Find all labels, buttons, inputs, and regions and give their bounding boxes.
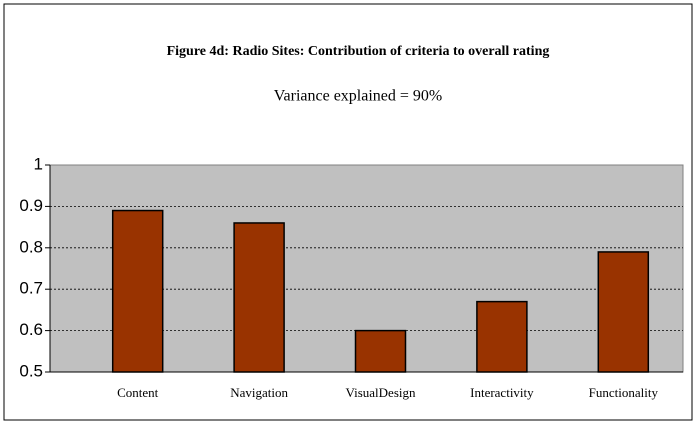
x-tick-label: Content xyxy=(117,385,159,400)
bar xyxy=(476,300,528,373)
y-tick-label: 0.7 xyxy=(19,279,43,298)
x-tick-label: Navigation xyxy=(230,385,288,400)
y-tick-label: 1 xyxy=(34,154,43,173)
y-tick-label: 0.8 xyxy=(19,237,43,256)
chart-subtitle: Variance explained = 90% xyxy=(274,88,443,105)
y-tick-label: 0.9 xyxy=(19,196,43,215)
bar xyxy=(597,251,650,373)
chart-title: Figure 4d: Radio Sites: Contribution of … xyxy=(167,44,550,59)
bar xyxy=(233,222,285,373)
x-tick-label: VisualDesign xyxy=(346,385,416,400)
bar xyxy=(111,209,164,373)
bar xyxy=(354,329,407,373)
x-tick-label: Interactivity xyxy=(470,385,534,400)
y-tick-label: 0.6 xyxy=(19,320,43,339)
x-tick-label: Functionality xyxy=(589,385,659,400)
y-tick-label: 0.5 xyxy=(19,361,43,380)
